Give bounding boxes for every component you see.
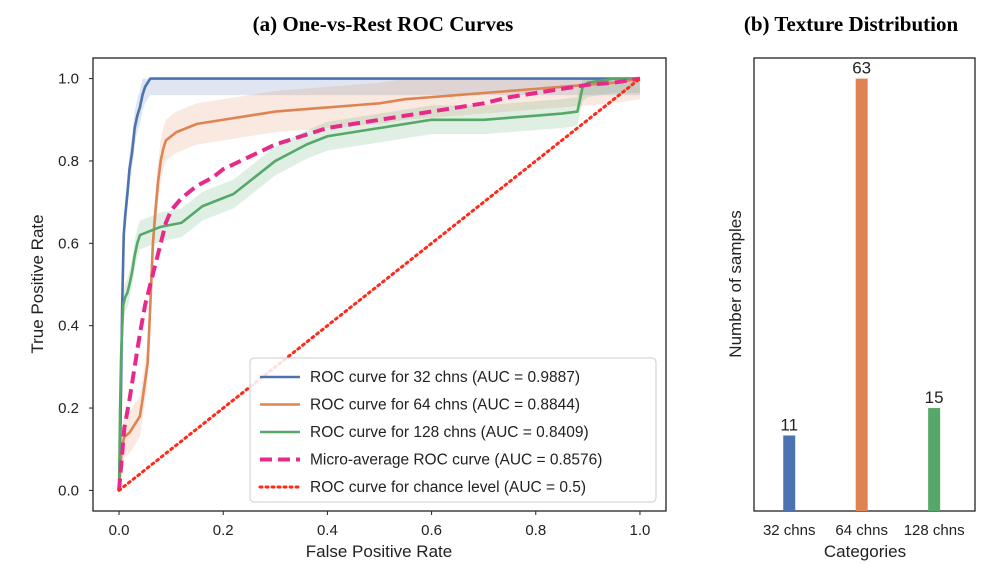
roc-x-tick-label: 0.2: [213, 522, 234, 539]
roc-y-ticks: 0.0 0.2 0.4 0.6 0.8 1.0: [58, 71, 93, 499]
legend-entry-label: ROC curve for chance level (AUC = 0.5): [310, 479, 586, 496]
roc-x-tick-label: 0.8: [525, 522, 546, 539]
roc-series-line: [117, 76, 641, 491]
legend-entry-label: Micro-average ROC curve (AUC = 0.8576): [310, 452, 602, 469]
roc-confidence-band: [119, 78, 640, 491]
roc-y-tick-label: 0.2: [58, 400, 79, 417]
roc-series-line: [117, 77, 640, 491]
roc-x-tick-label: 1.0: [630, 522, 651, 539]
legend-box: [249, 357, 657, 503]
legend-entry-label: ROC curve for 32 chns (AUC = 0.9887): [310, 369, 580, 386]
roc-x-axis-label: False Positive Rate: [306, 542, 452, 561]
bar-value-label: 15: [925, 388, 944, 407]
roc-series-line: [117, 77, 641, 491]
bar-value-label: 63: [852, 59, 871, 78]
roc-legend: ROC curve for 32 chns (AUC = 0.9887) ROC …: [249, 357, 657, 503]
roc-x-tick-label: 0.4: [317, 522, 338, 539]
bar: [928, 408, 941, 511]
roc-series-line: [117, 77, 642, 492]
bar-category-label: 128 chns: [904, 522, 965, 539]
bar: [783, 435, 796, 511]
roc-lines: [117, 76, 642, 492]
bar-title: (b) Texture Distribution: [744, 12, 959, 36]
roc-y-tick-label: 0.6: [58, 235, 79, 252]
roc-title: (a) One-vs-Rest ROC Curves: [253, 12, 514, 36]
roc-plot-frame: [92, 57, 667, 512]
roc-x-ticks: 0.0 0.2 0.4 0.6 0.8 1.0: [109, 511, 651, 539]
legend-entry-label: ROC curve for 64 chns (AUC = 0.8844): [310, 397, 580, 414]
roc-series-line: [117, 77, 640, 491]
bars: 11 32 chns 63 64 chns 15 128 chns: [763, 59, 965, 539]
bar-y-axis-label: Number of samples: [726, 210, 745, 357]
roc-x-tick-label: 0.6: [421, 522, 442, 539]
bar-category-label: 32 chns: [763, 522, 816, 539]
roc-y-tick-label: 0.8: [58, 153, 79, 170]
bar-value-label: 11: [780, 416, 798, 435]
roc-y-tick-label: 0.0: [58, 482, 79, 499]
bar-x-axis-label: Categories: [824, 542, 906, 561]
roc-x-tick-label: 0.0: [109, 522, 130, 539]
roc-y-axis-label: True Positive Rate: [28, 214, 47, 353]
bar-category-label: 64 chns: [835, 522, 888, 539]
legend-entry-label: ROC curve for 128 chns (AUC = 0.8409): [310, 424, 589, 441]
roc-y-tick-label: 1.0: [58, 71, 79, 88]
bar: [855, 78, 868, 511]
roc-y-tick-label: 0.4: [58, 318, 79, 335]
